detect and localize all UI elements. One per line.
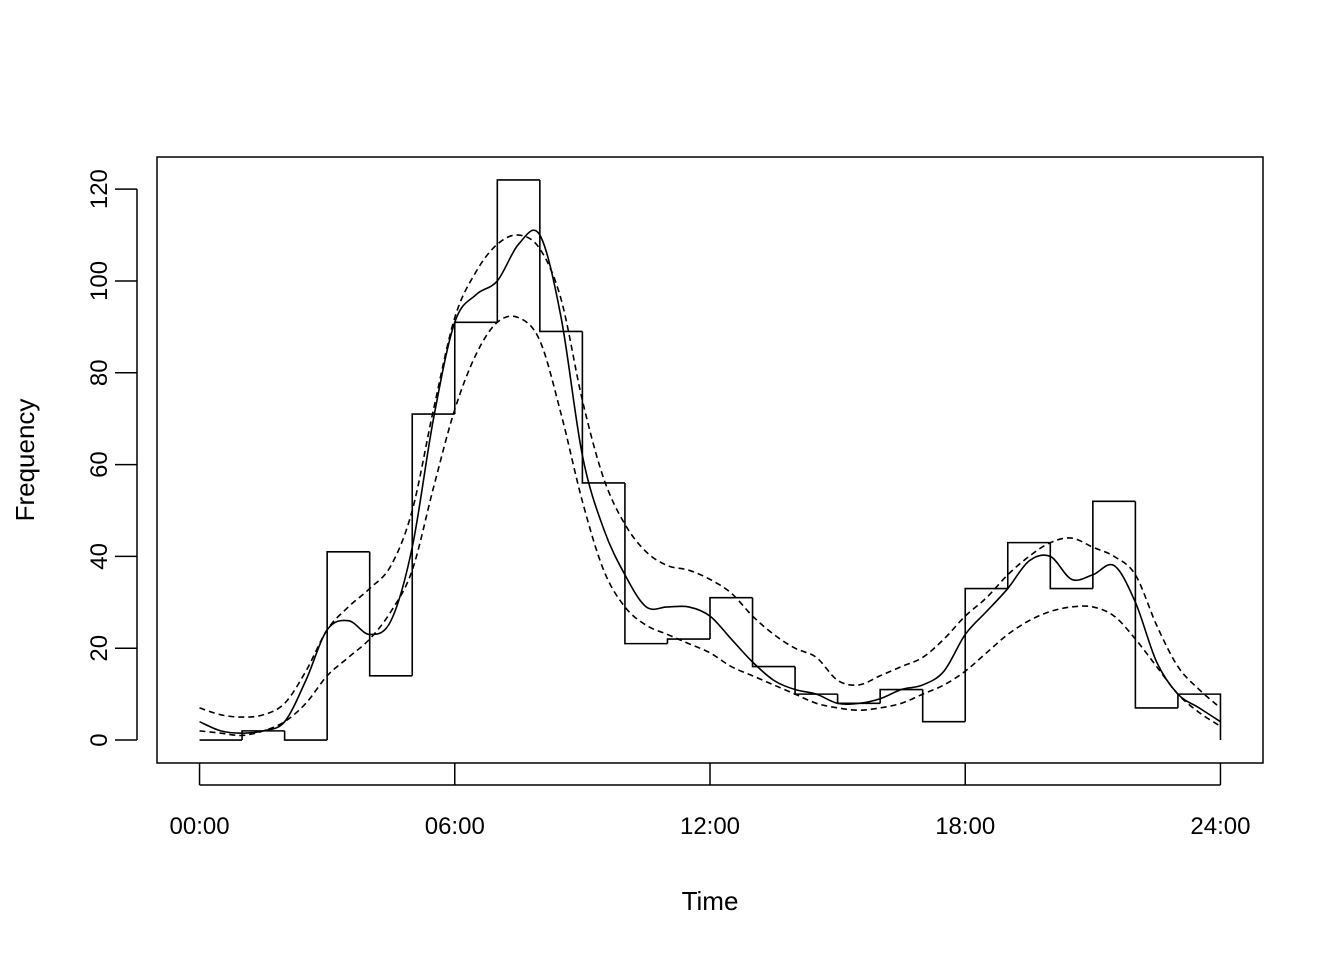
x-tick-label: 12:00 bbox=[680, 813, 740, 840]
histogram-step bbox=[496, 179, 540, 323]
histogram-step bbox=[624, 482, 668, 645]
histogram-step bbox=[283, 730, 328, 741]
histogram-step bbox=[453, 321, 498, 415]
histogram-step bbox=[1177, 693, 1222, 741]
histogram-step bbox=[1049, 542, 1093, 590]
histogram-step bbox=[368, 551, 413, 677]
histogram-step bbox=[794, 666, 838, 695]
histogram-step bbox=[581, 331, 625, 484]
histogram-step bbox=[241, 730, 285, 741]
dashed-band-line bbox=[199, 234, 1221, 718]
histogram-step bbox=[921, 689, 966, 723]
y-tick-label: 120 bbox=[86, 169, 113, 209]
y-tick-label: 0 bbox=[86, 733, 113, 746]
x-axis: 00:00 06:00 12:00 18:00 24:00 bbox=[170, 763, 1250, 840]
histogram-step bbox=[666, 638, 710, 644]
histogram-step bbox=[836, 694, 881, 705]
y-tick-label: 40 bbox=[86, 543, 113, 570]
x-tick-label: 06:00 bbox=[425, 813, 485, 840]
chart-marks bbox=[199, 179, 1222, 741]
y-axis: 0 20 40 60 80 100 120 bbox=[86, 169, 138, 747]
histogram-step bbox=[751, 597, 796, 668]
x-axis-title: Time bbox=[682, 886, 739, 916]
histogram-step bbox=[539, 179, 583, 333]
y-tick-label: 60 bbox=[86, 451, 113, 478]
y-tick-label: 80 bbox=[86, 359, 113, 386]
histogram-step bbox=[964, 587, 1008, 722]
smooth-estimate-line bbox=[199, 229, 1221, 734]
histogram-step bbox=[1006, 541, 1051, 589]
histogram-step bbox=[709, 596, 753, 640]
dashed-band-line bbox=[199, 315, 1221, 737]
x-tick-label: 00:00 bbox=[170, 813, 230, 840]
histogram-step bbox=[1092, 500, 1136, 589]
y-axis-title: Frequency bbox=[10, 399, 40, 522]
y-tick-label: 100 bbox=[86, 261, 113, 301]
histogram-step bbox=[411, 413, 455, 676]
x-tick-label: 24:00 bbox=[1190, 813, 1250, 840]
y-tick-label: 20 bbox=[86, 635, 113, 662]
histogram-step bbox=[326, 551, 370, 741]
histogram-step bbox=[1134, 501, 1178, 709]
x-tick-label: 18:00 bbox=[935, 813, 995, 840]
plot-frame bbox=[156, 156, 1264, 764]
